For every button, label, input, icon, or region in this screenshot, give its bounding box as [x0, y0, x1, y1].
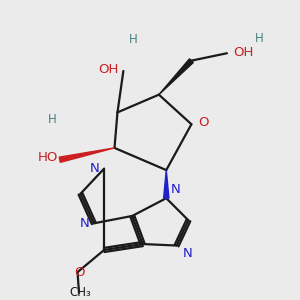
Text: OH: OH — [99, 63, 119, 76]
Text: CH₃: CH₃ — [70, 286, 92, 299]
Text: N: N — [90, 162, 100, 175]
Text: N: N — [80, 217, 89, 230]
Text: O: O — [74, 266, 84, 279]
Polygon shape — [159, 59, 193, 95]
Text: H: H — [129, 33, 138, 46]
Text: N: N — [171, 183, 181, 196]
Text: HO: HO — [38, 151, 58, 164]
Text: N: N — [182, 247, 192, 260]
Text: H: H — [48, 113, 57, 126]
Polygon shape — [164, 170, 169, 198]
Polygon shape — [59, 148, 115, 162]
Text: O: O — [198, 116, 208, 129]
Text: H: H — [255, 32, 264, 45]
Text: OH: OH — [233, 46, 254, 59]
